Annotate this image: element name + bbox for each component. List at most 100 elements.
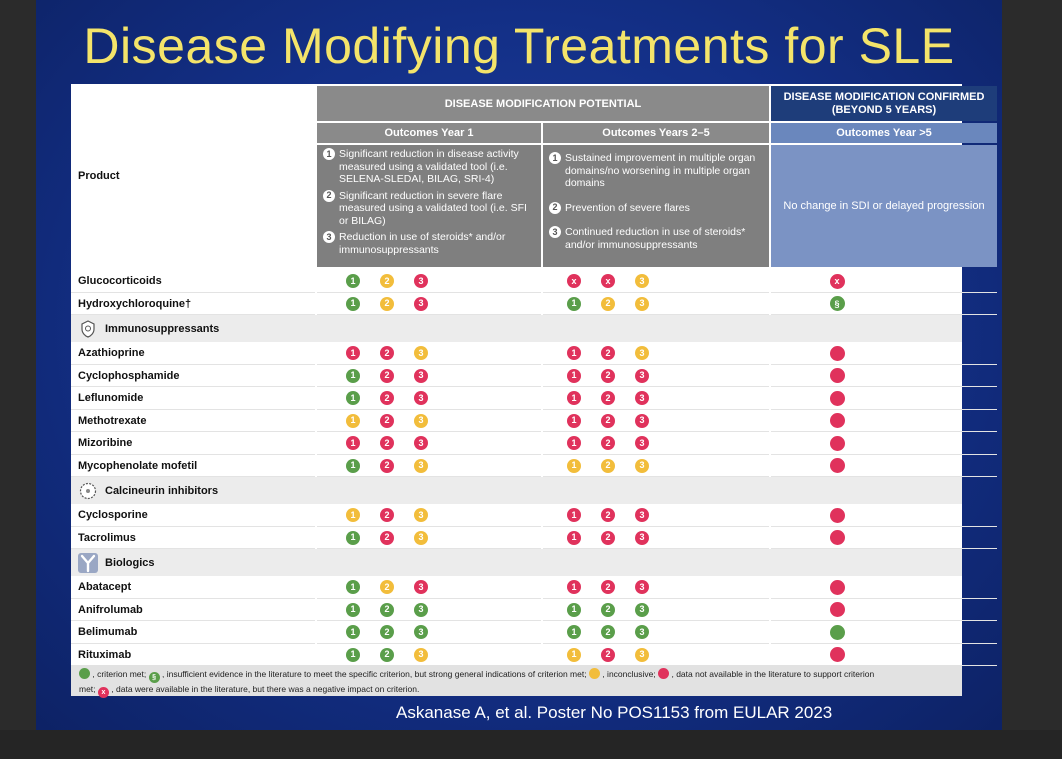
y25-rating-dot: 2 [601, 580, 615, 595]
y25-rating-dot: 1 [567, 436, 581, 451]
y25-rating-dot: x [567, 274, 581, 289]
y5-rating-dot [829, 390, 845, 406]
y1-rating-dot: 3 [414, 346, 428, 361]
y25-rating-dot: 2 [601, 647, 615, 662]
y25-rating-dot: 3 [635, 458, 649, 473]
y1-rating-dot: 1 [346, 647, 360, 662]
row-separator [71, 476, 315, 477]
criterion-number-icon: 3 [549, 226, 561, 238]
row-separator [317, 386, 541, 387]
row-separator [317, 453, 541, 455]
product-name: Anifrolumab [78, 603, 143, 616]
row-separator [71, 525, 315, 527]
product-name: Methotrexate [78, 414, 147, 427]
row-separator [317, 476, 541, 477]
row-separator [543, 363, 769, 365]
y5-rating-dot [829, 647, 845, 663]
y25-rating-dot: 1 [567, 647, 581, 662]
row-separator [771, 291, 997, 293]
treatment-table: Product DISEASE MODIFICATION POTENTIAL D… [71, 84, 997, 698]
group-row [71, 315, 962, 342]
row-separator [771, 476, 997, 477]
y25-rating-dot: 3 [635, 368, 649, 383]
y25-criterion-2: 2 Prevention of severe flares [549, 201, 763, 215]
y25-rating-dot: 3 [635, 296, 649, 311]
y5-rating-dot: x [829, 273, 845, 289]
y25-rating-dot: 3 [635, 647, 649, 662]
met-dot-icon [79, 668, 90, 679]
y1-rating-dot: 3 [414, 274, 428, 289]
criterion-number-icon: 2 [549, 201, 561, 214]
y1-rating-dot: 3 [414, 413, 428, 428]
row-separator [317, 642, 541, 644]
legend-insufficient: , insufficient evidence in the literatur… [161, 669, 587, 679]
y1-rating-dot: 1 [346, 530, 360, 545]
insufficient-dot-icon: § [148, 672, 160, 683]
y25-rating-dot: 1 [567, 391, 581, 406]
group-name: Immunosuppressants [105, 322, 220, 335]
y1-rating-dot: 1 [346, 391, 360, 406]
year1-header: Outcomes Year 1 [317, 123, 541, 143]
group-label: Immunosuppressants [71, 315, 219, 342]
y1-rating-dot: 2 [380, 625, 394, 640]
year25-criteria: 1 Sustained improvement in multiple organ… [543, 145, 769, 267]
row-separator [71, 386, 315, 387]
row-separator [543, 597, 769, 599]
row-separator [543, 476, 769, 477]
row-separator [543, 291, 769, 293]
y1-rating-dot: 1 [346, 274, 360, 289]
y1-criterion-3: 3 Reduction in use of steroids* and/or im… [323, 231, 535, 256]
product-name: Belimumab [78, 626, 138, 639]
row-separator [771, 525, 997, 527]
row-separator [71, 408, 315, 410]
row-separator [771, 314, 997, 315]
criterion-text: Significant reduction in severe flare me… [339, 189, 527, 227]
slide: Disease Modifying Treatments for SLE Pro… [36, 0, 1002, 730]
y5-rating-dot [829, 368, 845, 384]
y1-rating-dot: 3 [414, 458, 428, 473]
y25-rating-dot: 1 [567, 458, 581, 473]
row-separator [317, 620, 541, 621]
y1-rating-dot: 3 [414, 508, 428, 523]
row-separator [71, 453, 315, 455]
y1-rating-dot: 2 [380, 413, 394, 428]
citation: Askanase A, et al. Poster No POS1153 fro… [396, 703, 833, 722]
legend-met: , criterion met; [92, 669, 147, 679]
row-separator [71, 597, 315, 599]
y5-rating-dot [829, 345, 845, 361]
criterion-number-icon: 3 [323, 231, 335, 243]
y25-rating-dot: 2 [601, 458, 615, 473]
y25-rating-dot: 2 [601, 508, 615, 523]
criterion-text: Significant reduction in disease activit… [339, 148, 519, 185]
y25-rating-dot: 3 [635, 274, 649, 289]
y25-rating-dot: 1 [567, 346, 581, 361]
y25-rating-dot: 1 [567, 625, 581, 640]
legend: , criterion met; § , insufficient eviden… [71, 665, 962, 698]
year25-header: Outcomes Years 2–5 [543, 123, 769, 143]
legend-no-data: , data not available in the literature t… [671, 669, 875, 679]
y25-rating-dot: 3 [635, 530, 649, 545]
y1-rating-dot: 1 [346, 458, 360, 473]
y1-rating-dot: 2 [380, 602, 394, 617]
product-name: Cyclosporine [78, 509, 148, 522]
antibody-icon [78, 552, 98, 573]
y5-rating-dot: § [829, 296, 845, 312]
row-separator [71, 291, 315, 293]
y25-rating-dot: 2 [601, 413, 615, 428]
row-separator [771, 642, 997, 644]
y25-rating-dot: 3 [635, 602, 649, 617]
y25-rating-dot: 1 [567, 296, 581, 311]
year1-criteria: 1 Significant reduction in disease activi… [317, 145, 541, 267]
y1-rating-dot: 2 [380, 580, 394, 595]
confirmed-header: DISEASE MODIFICATION CONFIRMED (BEYOND 5… [771, 86, 997, 121]
y1-rating-dot: 3 [414, 368, 428, 383]
y1-rating-dot: 2 [380, 647, 394, 662]
cell-icon [78, 481, 98, 501]
row-separator [317, 291, 541, 293]
y5-rating-dot [829, 413, 845, 429]
row-separator [771, 453, 997, 455]
product-name: Abatacept [78, 581, 132, 594]
y1-rating-dot: 1 [346, 625, 360, 640]
product-name: Tacrolimus [78, 531, 136, 544]
